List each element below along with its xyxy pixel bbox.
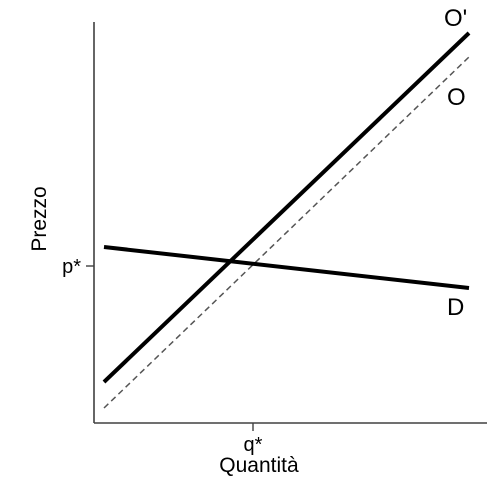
y-tick-label-p-star: p* bbox=[62, 256, 81, 278]
supply-curve-o-prime bbox=[102, 31, 471, 384]
demand-curve-d bbox=[103, 245, 470, 290]
x-tick-label-q-star: q* bbox=[244, 434, 263, 456]
y-axis-title: Prezzo bbox=[28, 186, 51, 251]
supply-curve-o bbox=[103, 56, 470, 409]
label-o: O bbox=[447, 84, 466, 111]
label-o-prime: O' bbox=[444, 5, 467, 32]
label-d: D bbox=[447, 294, 464, 321]
x-axis-title: Quantità bbox=[219, 454, 299, 477]
